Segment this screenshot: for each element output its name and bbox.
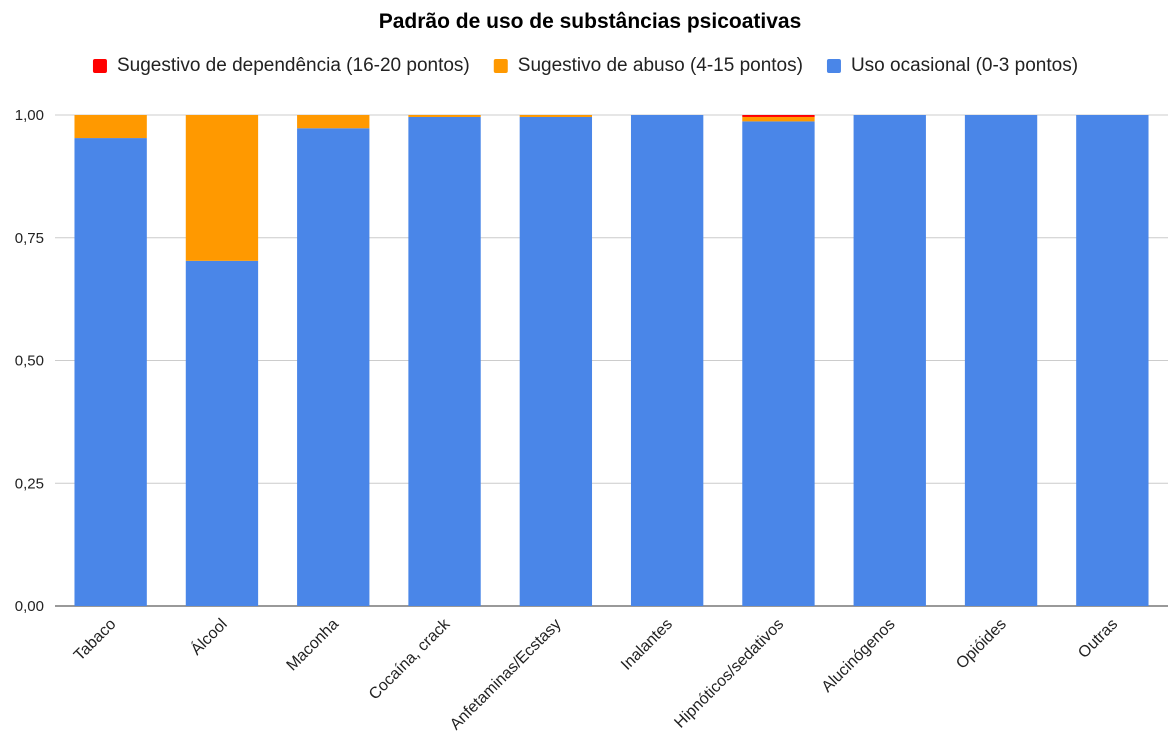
x-tick-label: Outras — [1075, 616, 1121, 662]
legend-label: Sugestivo de dependência (16-20 pontos) — [117, 55, 470, 76]
bar-segment — [185, 115, 259, 261]
legend-label: Sugestivo de abuso (4-15 pontos) — [518, 55, 803, 76]
x-tick-label: Álcool — [187, 614, 231, 658]
legend-item: Sugestivo de abuso (4-15 pontos) — [493, 55, 803, 76]
bar-segment — [742, 116, 815, 122]
bar-segment — [74, 115, 147, 139]
y-axis-ticks: 0,00 0,25 0,50 0,75 1,00 — [15, 107, 44, 615]
bar-segment — [519, 116, 593, 607]
x-tick-label: Opióides — [953, 616, 1010, 673]
bar-segment — [630, 115, 704, 606]
y-tick-label: 0,25 — [15, 475, 44, 492]
bars — [74, 115, 1149, 607]
legend: Sugestivo de dependência (16-20 pontos) S… — [92, 55, 1078, 76]
bar-segment — [297, 128, 370, 606]
x-tick-label: Cocaína, crack — [366, 615, 454, 703]
x-tick-label: Hipnóticos/sedativos — [671, 616, 787, 732]
x-tick-label: Anfetaminas/Ecstasy — [447, 616, 565, 734]
legend-swatch — [493, 59, 508, 73]
bar-segment — [297, 115, 370, 129]
bar-segment — [408, 116, 481, 607]
legend-swatch — [92, 59, 107, 73]
legend-item: Uso ocasional (0-3 pontos) — [826, 55, 1078, 76]
y-tick-label: 0,00 — [15, 598, 44, 615]
y-tick-label: 0,50 — [15, 353, 44, 370]
chart-title: Padrão de uso de substâncias psicoativas — [379, 10, 802, 33]
y-tick-label: 0,75 — [15, 230, 44, 247]
x-tick-label: Tabaco — [71, 616, 120, 665]
x-tick-label: Alucinógenos — [819, 616, 899, 696]
bar-segment — [185, 260, 259, 606]
legend-item: Sugestivo de dependência (16-20 pontos) — [92, 55, 470, 76]
bar-segment — [1076, 115, 1149, 606]
x-tick-label: Maconha — [284, 616, 343, 675]
bar-segment — [519, 115, 593, 117]
bar-segment — [853, 115, 926, 606]
legend-label: Uso ocasional (0-3 pontos) — [851, 55, 1078, 76]
bar-segment — [742, 115, 815, 117]
y-tick-label: 1,00 — [15, 107, 44, 124]
x-tick-label: Inalantes — [618, 616, 676, 674]
bar-segment — [742, 121, 815, 607]
bar-segment — [74, 138, 147, 606]
x-axis-labels: Tabaco Álcool Maconha Cocaína, crackAnfetam… — [71, 614, 1121, 733]
legend-swatch — [826, 59, 841, 73]
bar-segment — [964, 115, 1038, 606]
bar-segment — [408, 115, 481, 117]
